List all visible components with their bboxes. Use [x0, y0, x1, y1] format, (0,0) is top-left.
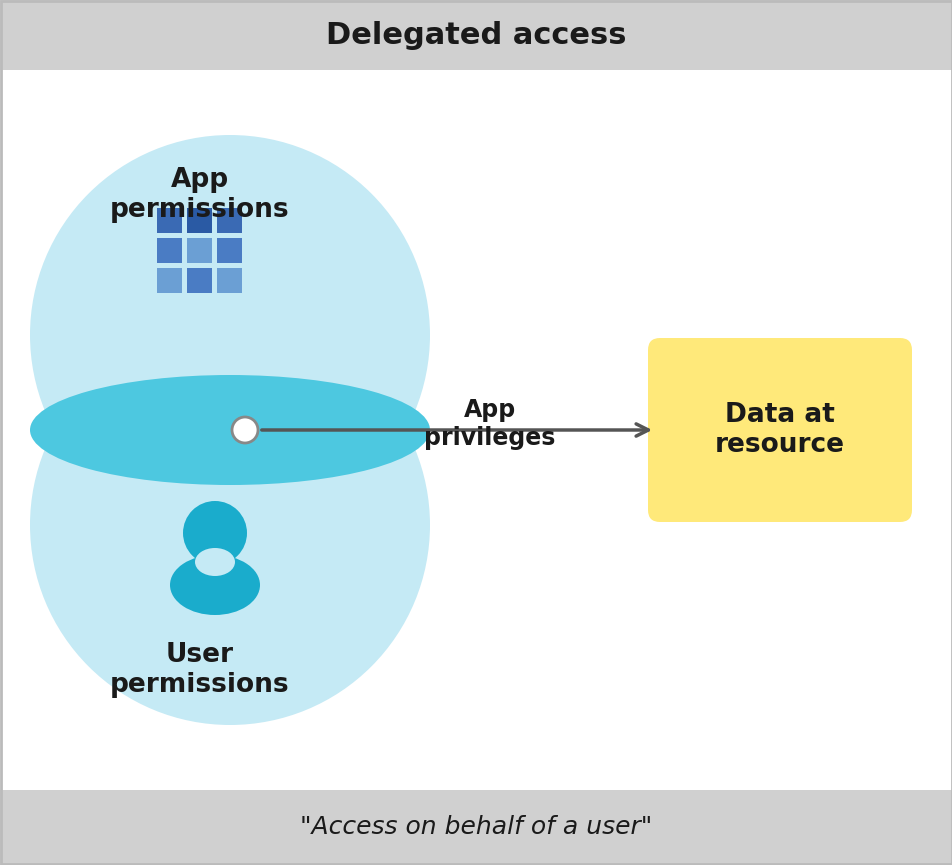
FancyBboxPatch shape [217, 267, 242, 292]
FancyBboxPatch shape [188, 238, 212, 262]
Text: App
permissions: App permissions [110, 167, 289, 223]
FancyBboxPatch shape [157, 267, 183, 292]
Text: Data at
resource: Data at resource [714, 402, 844, 458]
Text: User
permissions: User permissions [110, 642, 289, 698]
Circle shape [183, 501, 247, 565]
Ellipse shape [30, 375, 429, 485]
Text: "Access on behalf of a user": "Access on behalf of a user" [300, 816, 652, 840]
Ellipse shape [169, 555, 260, 615]
FancyBboxPatch shape [0, 790, 952, 865]
FancyBboxPatch shape [157, 238, 183, 262]
FancyBboxPatch shape [647, 338, 911, 522]
FancyBboxPatch shape [0, 0, 952, 70]
Ellipse shape [195, 548, 235, 576]
Text: App
privileges: App privileges [424, 398, 555, 450]
Circle shape [231, 417, 258, 443]
FancyBboxPatch shape [217, 208, 242, 233]
Ellipse shape [30, 135, 429, 535]
FancyBboxPatch shape [188, 208, 212, 233]
FancyBboxPatch shape [0, 70, 952, 790]
Ellipse shape [30, 325, 429, 725]
Text: Delegated access: Delegated access [326, 21, 626, 49]
FancyBboxPatch shape [157, 208, 183, 233]
FancyBboxPatch shape [188, 267, 212, 292]
FancyBboxPatch shape [217, 238, 242, 262]
